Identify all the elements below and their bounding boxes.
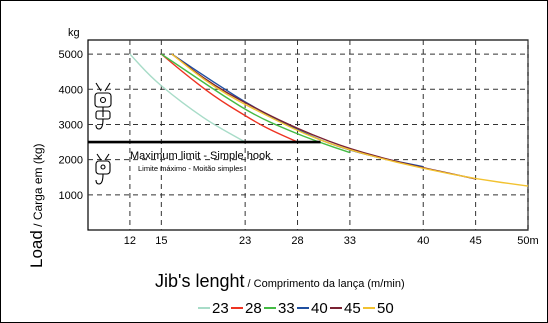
x-ticks: 12 15 23 28 33 40 45 50m [124,235,539,247]
x-tick-label: 15 [155,235,167,247]
legend-label: 40 [311,300,328,317]
double-hook-icon [94,82,112,130]
y-unit-label: kg [68,27,80,39]
x-tick-label: 50m [517,235,538,247]
x-axis-title-sub: / Comprimento da lança (m/min) [245,278,405,290]
y-ticks: 1000 2000 3000 4000 5000 [59,49,83,202]
y-tick-label: 1000 [59,190,83,202]
y-axis-title: Load / Carga em (kg) [27,143,46,268]
series-line-28 [160,53,298,143]
series-line-50 [171,53,529,187]
simple-hook-icon [95,153,111,185]
y-tick-label: 5000 [59,49,83,61]
y-tick-label: 3000 [59,119,83,131]
y-axis-title-main: Load [27,230,46,268]
series-line-23 [129,53,246,143]
x-tick-label: 33 [344,235,356,247]
y-axis-title-sub: / Carga em (kg) [31,143,45,230]
x-axis-title-main: Jib's lenght [155,271,245,291]
x-axis-title: Jib's lenght / Comprimento da lança (m/m… [155,271,405,291]
x-tick-label: 23 [239,235,251,247]
series-line-33 [160,53,351,154]
legend-label: 23 [212,300,229,317]
x-tick-label: 45 [469,235,481,247]
y-tick-label: 4000 [59,84,83,96]
series-lines [129,53,529,187]
x-tick-label: 12 [124,235,136,247]
legend-label: 50 [377,300,394,317]
legend: 23 28 33 40 45 50 [198,300,394,317]
max-limit-label-pt: Limite máximo - Moitão simples [138,164,243,173]
y-tick-label: 2000 [59,155,83,167]
x-tick-label: 40 [417,235,429,247]
legend-label: 33 [278,300,295,317]
x-tick-label: 28 [291,235,303,247]
max-limit-label: Maximum limit - Simple hook [130,150,271,162]
legend-label: 28 [245,300,262,317]
legend-label: 45 [344,300,361,317]
